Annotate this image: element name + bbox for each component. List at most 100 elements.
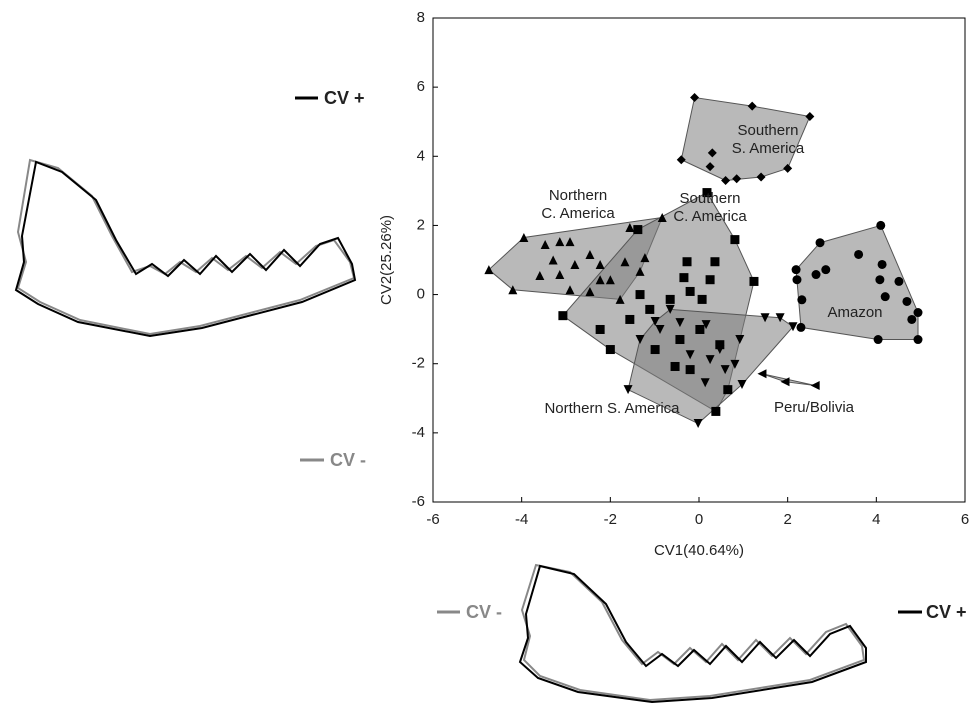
point xyxy=(805,112,815,122)
point xyxy=(894,276,904,286)
point xyxy=(595,324,605,334)
group-label: Southern C. America xyxy=(673,190,747,225)
group-label: Northern C. America xyxy=(541,187,615,222)
point xyxy=(519,233,529,243)
y-tick-label: -6 xyxy=(412,493,425,510)
point xyxy=(873,335,883,345)
point xyxy=(620,257,630,267)
point xyxy=(913,308,923,318)
point xyxy=(693,419,703,429)
point xyxy=(735,335,745,345)
x-tick-label: 0 xyxy=(695,511,703,528)
point xyxy=(665,294,675,304)
point xyxy=(797,295,807,305)
point xyxy=(595,275,605,285)
point xyxy=(675,335,685,345)
point xyxy=(876,220,886,230)
cv-label: CV + xyxy=(926,602,967,622)
point xyxy=(679,273,689,283)
point xyxy=(555,270,565,280)
point xyxy=(913,335,923,345)
point xyxy=(775,313,785,323)
point xyxy=(737,379,747,389)
point xyxy=(685,286,695,296)
point xyxy=(685,350,695,360)
x-tick-label: 2 xyxy=(783,511,791,528)
x-tick-label: 4 xyxy=(872,511,880,528)
point xyxy=(508,285,518,295)
y-axis-label: CV2(25.26%) xyxy=(378,215,395,305)
y-tick-label: 6 xyxy=(417,78,425,95)
point xyxy=(605,345,615,355)
point xyxy=(810,380,820,390)
point xyxy=(796,322,806,332)
point xyxy=(902,296,912,306)
point xyxy=(732,174,742,184)
point xyxy=(690,93,700,103)
point xyxy=(907,314,917,324)
x-axis-label: CV1(40.64%) xyxy=(654,542,744,559)
point xyxy=(555,237,565,247)
point xyxy=(670,361,680,371)
point xyxy=(625,223,635,233)
x-tick-label: -4 xyxy=(515,511,528,528)
point xyxy=(615,294,625,304)
point xyxy=(585,249,595,259)
cv-label: CV + xyxy=(324,88,365,108)
point xyxy=(783,163,793,173)
point xyxy=(756,172,766,182)
point xyxy=(665,304,675,314)
point xyxy=(705,162,715,172)
point xyxy=(685,365,695,375)
group-label: Peru/Bolivia xyxy=(774,399,855,416)
point xyxy=(558,311,568,321)
point xyxy=(701,320,711,330)
point xyxy=(675,318,685,328)
point xyxy=(788,322,798,332)
point xyxy=(682,257,692,267)
point xyxy=(715,340,725,350)
point xyxy=(645,304,655,314)
point xyxy=(730,359,740,369)
jaw-drawing-bottom xyxy=(518,563,867,704)
group-label: Northern S. America xyxy=(544,400,680,417)
point xyxy=(854,249,864,259)
hull xyxy=(680,96,811,181)
y-tick-label: 4 xyxy=(417,147,425,164)
point xyxy=(700,378,710,388)
point xyxy=(650,345,660,355)
cv-label: CV - xyxy=(466,602,502,622)
point xyxy=(880,292,890,302)
point xyxy=(702,188,712,198)
x-tick-label: 6 xyxy=(961,511,969,528)
point xyxy=(623,385,633,395)
point xyxy=(757,369,767,379)
point xyxy=(565,285,575,295)
point xyxy=(792,275,802,285)
point xyxy=(707,148,717,158)
point xyxy=(633,225,643,235)
point xyxy=(811,270,821,280)
point xyxy=(548,255,558,265)
point xyxy=(565,237,575,247)
point xyxy=(721,175,731,185)
point xyxy=(540,239,550,249)
point xyxy=(640,253,650,263)
point xyxy=(535,271,545,281)
point xyxy=(695,324,705,334)
point xyxy=(875,275,885,285)
group-label: Amazon xyxy=(827,304,882,321)
point xyxy=(697,294,707,304)
point xyxy=(657,212,667,222)
y-tick-label: 2 xyxy=(417,216,425,233)
cv-label: CV - xyxy=(330,450,366,470)
y-tick-label: 8 xyxy=(417,9,425,26)
point xyxy=(605,275,615,285)
point xyxy=(821,265,831,275)
point xyxy=(650,317,660,327)
point xyxy=(484,265,494,275)
point xyxy=(595,259,605,269)
point xyxy=(570,259,580,269)
point xyxy=(705,355,715,365)
